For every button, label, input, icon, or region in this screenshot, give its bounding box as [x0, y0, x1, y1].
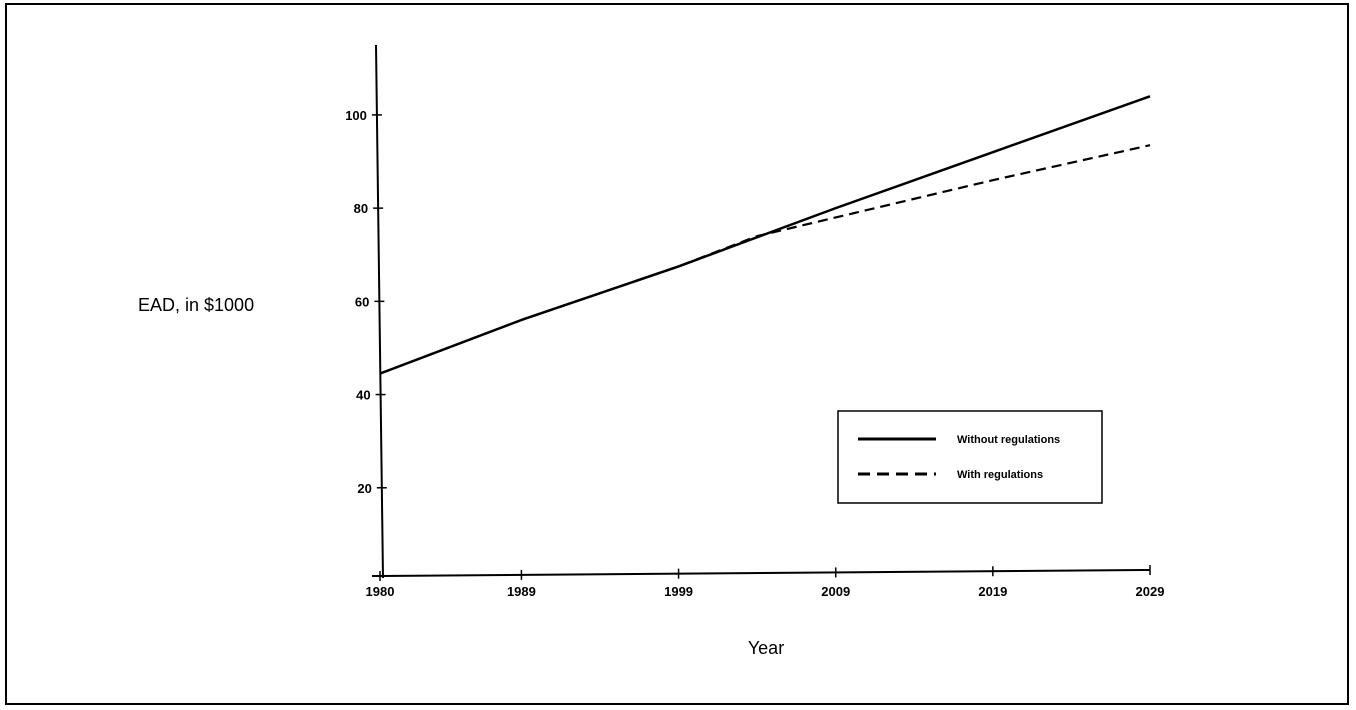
- legend-label-without-regulations: Without regulations: [957, 434, 1060, 446]
- y-tick-label: 60: [355, 294, 369, 309]
- y-tick-label: 40: [356, 388, 370, 403]
- y-axis-title: EAD, in $1000: [138, 295, 254, 315]
- y-axis-line: [375, 44, 384, 579]
- x-tick-label: 2009: [821, 584, 850, 599]
- series-line-with-regulations: [379, 144, 1151, 375]
- y-tick-label: 100: [345, 108, 367, 123]
- y-tick-label: 20: [357, 481, 371, 496]
- x-axis: 1980 1989 1999 2009 2019 2029: [366, 565, 1165, 599]
- y-tick-label: 80: [354, 201, 368, 216]
- legend: Without regulations With regulations: [837, 410, 1103, 504]
- x-tick-label: 1980: [366, 584, 395, 599]
- x-tick-label: 2029: [1136, 584, 1165, 599]
- x-axis-line: [371, 569, 1151, 578]
- series-group: [379, 95, 1151, 375]
- x-axis-title: Year: [748, 638, 784, 658]
- chart-frame: [5, 3, 1349, 705]
- x-tick-label: 1989: [507, 584, 536, 599]
- legend-label-with-regulations: With regulations: [957, 469, 1043, 481]
- x-tick-label: 1999: [664, 584, 693, 599]
- x-tick-label: 2019: [978, 584, 1007, 599]
- y-axis: 20 40 60 80 100: [345, 44, 387, 579]
- legend-box: [837, 410, 1103, 504]
